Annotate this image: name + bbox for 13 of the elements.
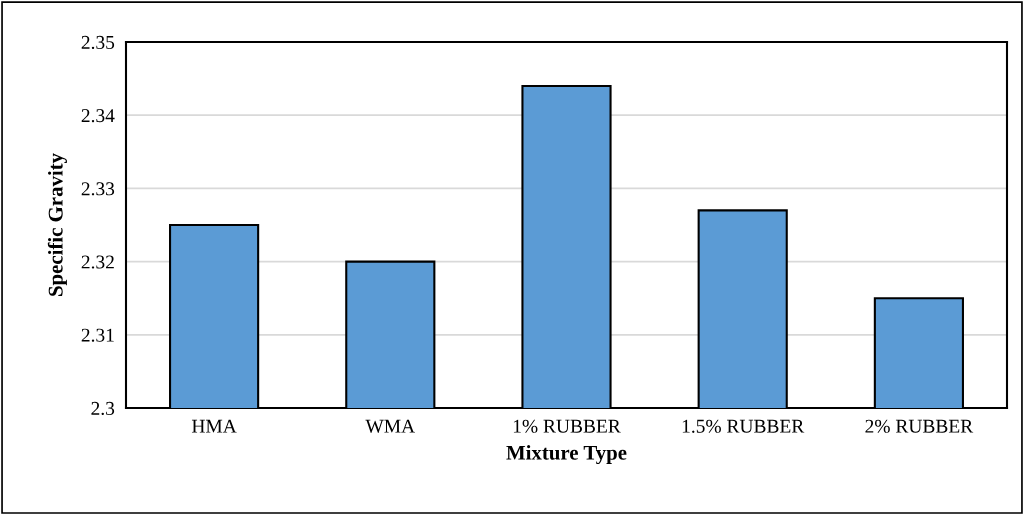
x-tick-label: 1.5% RUBBER <box>682 419 805 433</box>
y-tick-label: 2.3 <box>91 401 115 416</box>
y-tick-label: 2.34 <box>81 109 115 123</box>
y-tick-label: 2.35 <box>81 35 115 50</box>
x-axis-title: Mixture Type <box>506 445 627 465</box>
y-axis-title: Specific Gravity <box>47 153 67 296</box>
y-tick-label: 2.31 <box>81 328 114 342</box>
y-tick-label: 2.32 <box>81 255 114 269</box>
x-tick-label: 1% RUBBER <box>513 419 621 433</box>
x-tick-label: 2% RUBBER <box>865 419 974 433</box>
x-tick-label: WMA <box>365 419 415 433</box>
y-tick-label: 2.33 <box>81 182 115 196</box>
x-tick-label: HMA <box>191 419 237 433</box>
